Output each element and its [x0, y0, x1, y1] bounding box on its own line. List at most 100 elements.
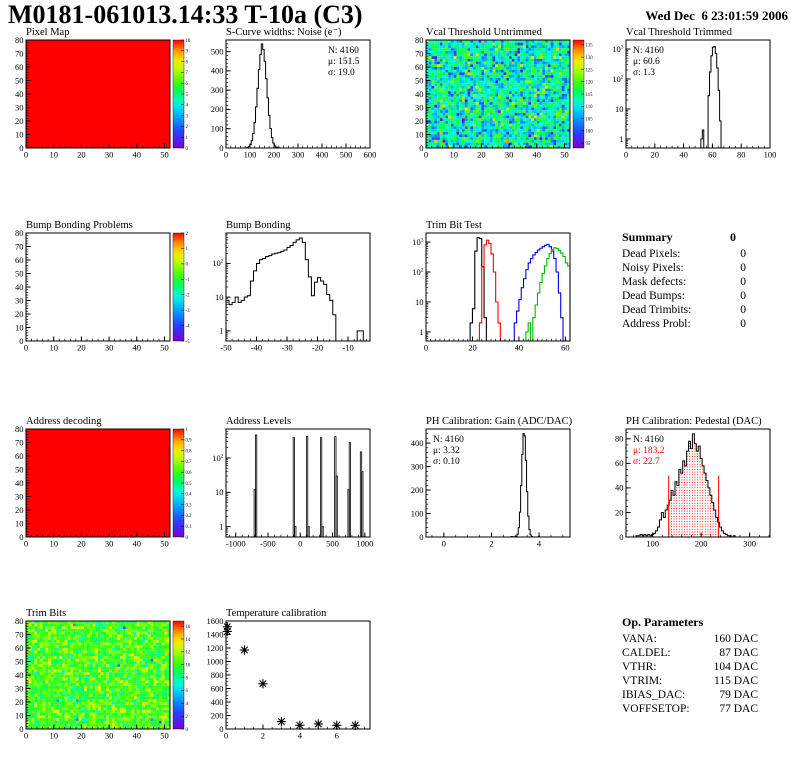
svg-text:2: 2	[489, 539, 493, 549]
svg-text:40: 40	[133, 150, 142, 160]
svg-text:10: 10	[615, 104, 624, 114]
svg-text:500: 500	[326, 539, 339, 549]
svg-text:Vcal Threshold Trimmed: Vcal Threshold Trimmed	[626, 27, 733, 38]
svg-text:20: 20	[77, 150, 86, 160]
svg-text:120: 120	[586, 81, 594, 86]
svg-text:20: 20	[15, 116, 24, 126]
svg-text:0: 0	[442, 539, 446, 549]
svg-text:30: 30	[15, 295, 24, 305]
svg-text:300: 300	[411, 461, 424, 471]
svg-text:100: 100	[646, 539, 659, 549]
bump-bonding-chart: -50 -40 -30 -20 -10 1 10 102 Bump Bonding	[212, 220, 371, 353]
svg-text:40: 40	[615, 483, 624, 493]
row-label: Noisy Pixels:	[622, 261, 684, 274]
svg-text:0.9: 0.9	[186, 439, 193, 444]
address-levels-chart: -1000 -500 0 500 1000 1 10 102 Address Levels	[212, 416, 373, 549]
svg-text:0: 0	[19, 532, 23, 542]
row-value: 115 DAC	[714, 674, 758, 687]
svg-text:-50: -50	[220, 343, 231, 353]
row-value: 160 DAC	[713, 632, 758, 645]
row-value: 0	[740, 261, 746, 274]
svg-text:1: 1	[186, 247, 189, 252]
svg-text:80: 80	[15, 424, 24, 434]
svg-text:S-Curve widths: Noise (e⁻): S-Curve widths: Noise (e⁻)	[226, 27, 342, 38]
svg-text:-30: -30	[281, 343, 292, 353]
svg-text:0.1: 0.1	[186, 525, 193, 530]
svg-text:50: 50	[160, 539, 169, 549]
svg-text:102: 102	[212, 258, 224, 268]
svg-text:10: 10	[449, 150, 458, 160]
svg-text:40: 40	[15, 478, 24, 488]
svg-text:50: 50	[160, 150, 169, 160]
svg-text:4: 4	[186, 104, 189, 109]
svg-text:-40: -40	[251, 343, 262, 353]
svg-text:-3: -3	[186, 309, 191, 314]
svg-text:2: 2	[186, 232, 189, 237]
op-parameters-panel: Op. Parameters VANA: 160 DAC CALDEL: 87 …	[622, 615, 758, 716]
svg-text:Vcal Threshold Untrimmed: Vcal Threshold Untrimmed	[426, 27, 543, 38]
svg-text:Bump Bonding: Bump Bonding	[226, 220, 291, 231]
svg-text:70: 70	[15, 48, 24, 58]
svg-text:50: 50	[560, 150, 569, 160]
svg-text:10: 10	[49, 150, 58, 160]
svg-text:30: 30	[105, 539, 114, 549]
svg-text:30: 30	[105, 343, 114, 353]
svg-text:0.4: 0.4	[186, 493, 193, 498]
row-label: VOFFSETOP:	[622, 702, 690, 715]
svg-text:Address decoding: Address decoding	[26, 416, 102, 427]
svg-text:20: 20	[77, 343, 86, 353]
svg-text:50: 50	[415, 75, 424, 85]
svg-text:102: 102	[412, 267, 424, 277]
op-row-vtrim: VTRIM: 115 DAC	[622, 675, 758, 689]
svg-text:1: 1	[219, 521, 223, 531]
row-value: 87 DAC	[719, 646, 758, 659]
svg-text:30: 30	[505, 150, 514, 160]
svg-text:7: 7	[186, 71, 189, 76]
svg-text:0: 0	[224, 150, 228, 160]
svg-text:1: 1	[419, 327, 423, 337]
svg-text:103: 103	[612, 44, 624, 54]
summary-row-mask-defects: Mask defects: 0	[622, 276, 746, 290]
svg-text:135: 135	[586, 44, 594, 49]
svg-text:0: 0	[186, 536, 189, 541]
timestamp: Wed Dec 6 23:01:59 2006	[645, 8, 788, 23]
op-row-vana: VANA: 160 DAC	[622, 633, 758, 647]
svg-text:60: 60	[561, 343, 570, 353]
summary-row-noisy-pixels: Noisy Pixels: 0	[622, 262, 746, 276]
svg-text:300: 300	[743, 539, 756, 549]
vcal-threshold-untrimmed-chart: 95 100 105 110 115 120 125 130 135 0 10 20 30 40 50 0 10…	[415, 27, 594, 160]
svg-text:4: 4	[537, 539, 542, 549]
svg-text:80: 80	[15, 228, 24, 238]
svg-text:-2: -2	[186, 294, 191, 299]
row-label: VTRIM:	[622, 674, 663, 687]
svg-text:PH Calibration: Gain (ADC/DAC): PH Calibration: Gain (ADC/DAC)	[426, 416, 573, 427]
svg-text:0.6: 0.6	[186, 471, 193, 476]
svg-text:Address Levels: Address Levels	[226, 416, 291, 427]
svg-text:50: 50	[15, 268, 24, 278]
row-label: Dead Pixels:	[622, 247, 681, 260]
svg-text:30: 30	[415, 102, 424, 112]
svg-text:102: 102	[212, 453, 224, 463]
svg-text:0: 0	[186, 147, 189, 152]
svg-text:-20: -20	[312, 343, 323, 353]
svg-text:0.2: 0.2	[186, 514, 193, 519]
address-decoding-chart: 00.10.20.30.40.50.60.70.80.910 10 20 30 40 50…	[15, 416, 193, 549]
svg-text:0: 0	[19, 143, 23, 153]
svg-text:60: 60	[15, 451, 24, 461]
svg-text:400: 400	[411, 438, 424, 448]
svg-text:40: 40	[679, 150, 688, 160]
pixel-map-chart: 0 1 2 3 4 5 6 7 8 9 10 0 10 20 30 40 50 0 10 20 30 40 50 60 70 80…	[15, 27, 191, 160]
row-label: VANA:	[622, 632, 657, 645]
summary-total: 0	[730, 230, 736, 244]
summary-row-address-probl: Address Probl: 0	[622, 318, 746, 332]
svg-text:6: 6	[186, 82, 189, 87]
svg-text:300: 300	[211, 85, 224, 95]
row-label: IBIAS_DAC:	[622, 688, 686, 701]
svg-text:3: 3	[186, 114, 189, 119]
svg-text:50: 50	[15, 75, 24, 85]
page-title: M0181-061013.14:33 T-10a (C3)	[8, 0, 363, 29]
svg-text:0.7: 0.7	[186, 460, 193, 465]
svg-text:100: 100	[211, 124, 224, 134]
